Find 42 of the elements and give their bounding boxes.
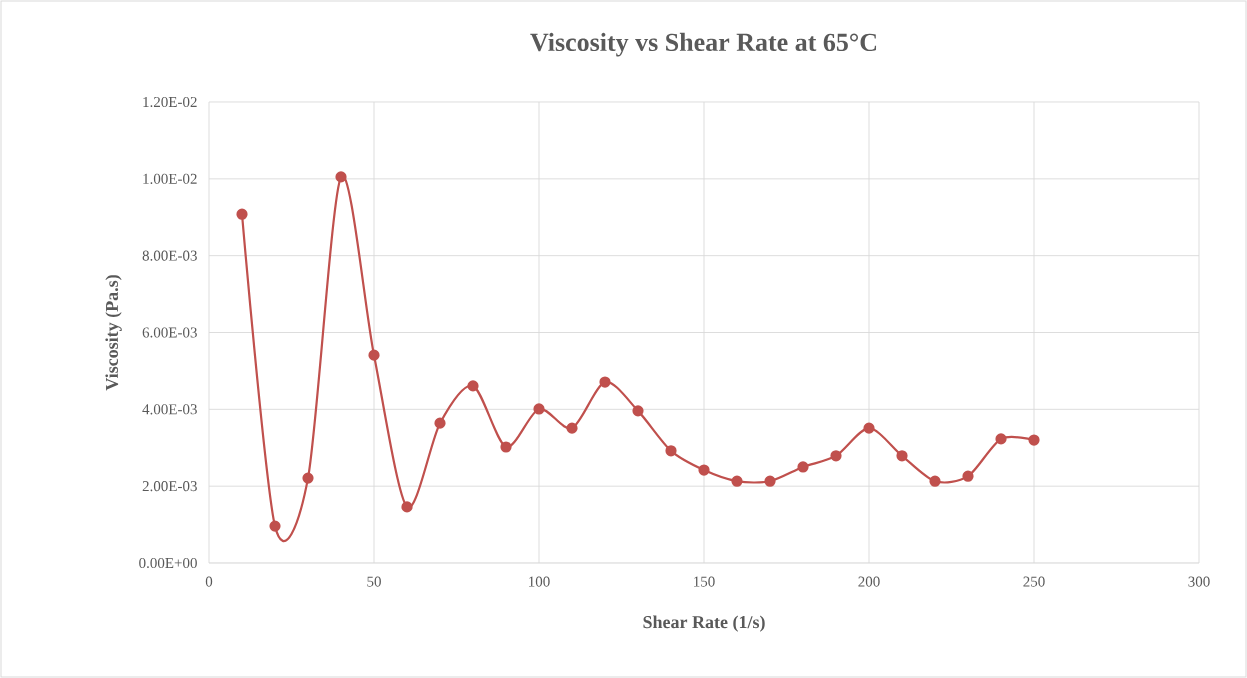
y-tick-label: 1.20E-02 (143, 96, 197, 108)
point (632, 405, 644, 417)
y-tick-label: 2.00E-03 (142, 481, 197, 492)
y-tick-label: 4.00E-03 (142, 404, 197, 415)
point (269, 520, 281, 532)
point (929, 475, 941, 487)
point (401, 501, 413, 513)
point (599, 376, 611, 388)
point (1028, 434, 1040, 446)
x-tick-label: 200 (858, 576, 880, 587)
x-tick-label: 250 (1023, 576, 1045, 587)
y-axis-title: Viscosity (Pa.s) (105, 275, 122, 391)
point (995, 433, 1007, 445)
y-tick-label: 0.00E+00 (139, 557, 197, 569)
point (764, 475, 776, 487)
point (698, 464, 710, 476)
point (797, 461, 809, 473)
x-tick-label: 150 (694, 576, 715, 587)
point (236, 208, 248, 220)
point (434, 417, 446, 429)
chart-title: Viscosity vs Shear Rate at 65°C (530, 32, 877, 57)
point (566, 422, 578, 434)
x-tick-label: 50 (367, 576, 381, 587)
point (467, 380, 479, 392)
point (731, 475, 743, 487)
point (302, 472, 314, 484)
point (863, 422, 875, 434)
y-tick-label: 1.00E-02 (143, 173, 197, 184)
point (533, 403, 545, 415)
y-tick-label: 6.00E-03 (142, 327, 197, 338)
x-tick-label: 0 (205, 576, 213, 587)
point (500, 441, 512, 453)
point (830, 450, 842, 462)
point (896, 450, 908, 462)
point (335, 171, 347, 183)
x-tick-label: 300 (1188, 576, 1210, 587)
x-tick-label: 100 (529, 576, 550, 587)
point (665, 445, 677, 457)
point (368, 349, 380, 361)
x-axis-title: Shear Rate (1/s) (643, 615, 765, 632)
point (962, 470, 974, 482)
y-tick-label: 8.00E-03 (142, 250, 197, 261)
